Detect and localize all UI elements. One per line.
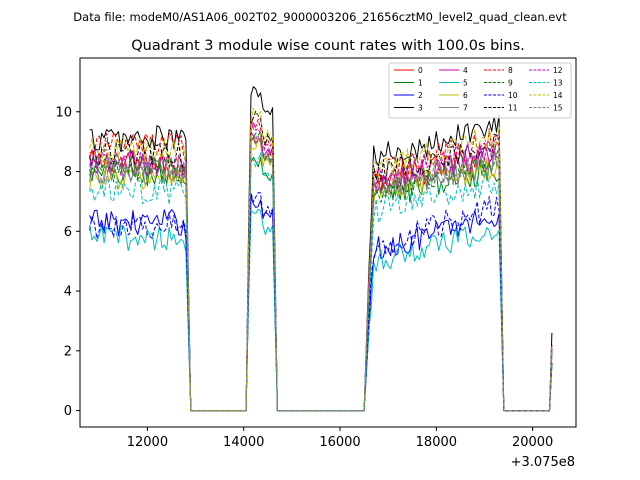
y-tick-label: 0 — [64, 404, 72, 419]
y-tick-label: 2 — [64, 344, 72, 359]
x-tick-label: 20000 — [512, 435, 553, 450]
series-line-9 — [89, 132, 553, 412]
y-tick-label: 6 — [64, 225, 72, 240]
legend-label-15: 15 — [553, 103, 563, 112]
series-line-10 — [89, 192, 553, 412]
legend-label-0: 0 — [418, 66, 423, 75]
series-layer — [89, 86, 553, 412]
legend-label-10: 10 — [508, 91, 518, 100]
y-axis: 0 2 4 6 8 10 — [55, 105, 80, 419]
legend-label-7: 7 — [463, 103, 468, 112]
legend-label-3: 3 — [418, 103, 423, 112]
series-line-15 — [89, 138, 553, 412]
figure-suptitle: Data file: modeM0/AS1A06_002T02_90000032… — [73, 10, 567, 24]
series-line-5 — [89, 208, 553, 412]
legend-label-6: 6 — [463, 91, 468, 100]
y-tick-label: 8 — [64, 165, 72, 180]
legend-label-5: 5 — [463, 78, 468, 87]
axes-frame — [79, 57, 577, 428]
series-line-12 — [89, 121, 553, 412]
legend-label-8: 8 — [508, 66, 513, 75]
legend-label-1: 1 — [418, 78, 423, 87]
legend-label-11: 11 — [508, 103, 518, 112]
legend-label-4: 4 — [463, 66, 468, 75]
legend-label-14: 14 — [553, 91, 563, 100]
x-tick-label: 12000 — [127, 435, 168, 450]
legend-label-13: 13 — [553, 78, 563, 87]
legend-label-9: 9 — [508, 78, 513, 87]
x-tick-label: 14000 — [223, 435, 264, 450]
legend-frame — [388, 62, 572, 119]
x-tick-label: 18000 — [416, 435, 457, 450]
x-tick-label: 16000 — [319, 435, 360, 450]
x-axis: 12000 14000 16000 18000 20000 — [127, 427, 553, 450]
legend-label-2: 2 — [418, 91, 423, 100]
y-tick-label: 10 — [55, 105, 72, 120]
y-tick-label: 4 — [64, 285, 72, 300]
chart-title: Quadrant 3 module wise count rates with … — [131, 38, 525, 54]
x-offset-label: +3.075e8 — [511, 455, 575, 470]
legend-label-12: 12 — [553, 66, 563, 75]
